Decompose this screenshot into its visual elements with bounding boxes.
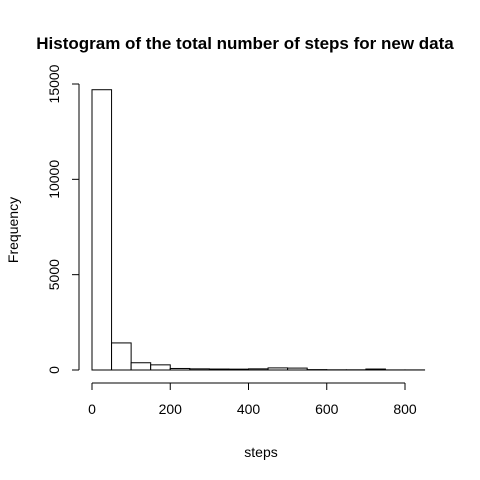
histogram-bar-1 [111,342,132,371]
x-tick-label-4: 800 [393,401,417,417]
y-tick-label-3: 15000 [46,64,62,103]
histogram-bar-9 [267,367,289,371]
histogram-bar-14 [365,368,386,371]
bars-group [91,89,426,371]
histogram-bar-3 [150,364,171,371]
histogram-bar-5 [189,368,210,371]
histogram-bar-10 [287,367,308,371]
x-tick-label-2: 400 [237,401,261,417]
y-tick-label-2: 10000 [46,160,62,199]
histogram-bar-7 [228,368,249,371]
y-tick-label-1: 5000 [46,259,62,290]
y-axis: 0 5000 10000 15000 [46,64,80,374]
histogram-bar-8 [248,368,269,371]
histogram-bar-2 [130,362,152,371]
histogram-bar-6 [208,368,230,371]
x-tick-label-0: 0 [88,401,96,417]
histogram-bar-4 [169,367,191,371]
y-tick-label-0: 0 [46,366,62,374]
chart-title: Histogram of the total number of steps f… [36,34,454,53]
x-tick-label-1: 200 [159,401,183,417]
x-axis: 0 200 400 600 800 [88,382,417,417]
x-axis-label: steps [244,444,277,460]
histogram-bar-0 [91,89,113,371]
x-tick-label-3: 600 [315,401,339,417]
y-axis-label: Frequency [5,197,21,263]
